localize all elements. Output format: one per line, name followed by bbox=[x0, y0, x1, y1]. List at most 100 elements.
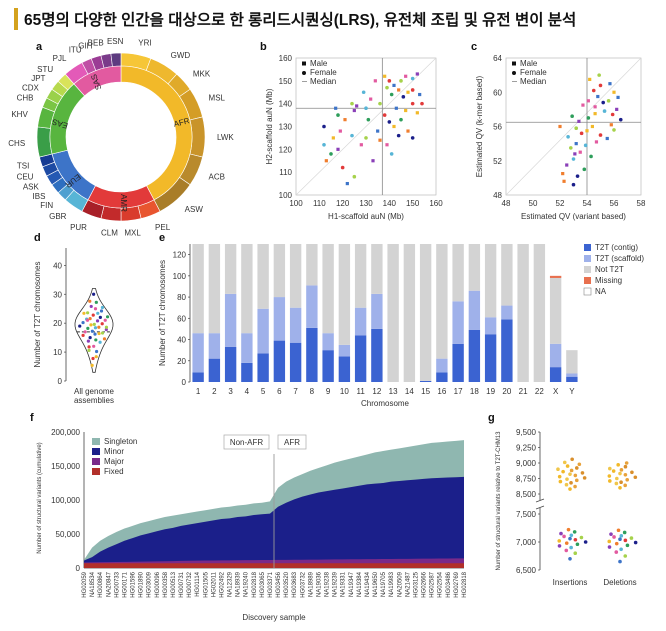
violin-d-point bbox=[89, 304, 93, 309]
swarm-g-xtick-deletions: Deletions bbox=[603, 578, 636, 587]
swarm-g-point-deletions bbox=[625, 477, 630, 482]
scatter-b-point bbox=[397, 88, 401, 92]
population-label-jpt: JPT bbox=[31, 74, 45, 83]
population-label-tsi: TSI bbox=[17, 162, 29, 171]
violin-d-point bbox=[85, 318, 90, 322]
swarm-g-point-deletions bbox=[607, 545, 612, 549]
population-label-chb: CHB bbox=[17, 94, 34, 103]
swarm-g-ytick-8500: 8,500 bbox=[516, 490, 537, 499]
scatter-c-point bbox=[571, 157, 576, 161]
violin-d-point bbox=[100, 305, 105, 310]
scatter-c-ytick-64: 64 bbox=[493, 54, 502, 63]
scatter-c-point bbox=[573, 152, 577, 156]
scatter-c-xtick-50: 50 bbox=[529, 199, 538, 208]
area-f-sample-label: HG00864 bbox=[98, 571, 104, 597]
scatter-b-point bbox=[369, 97, 373, 101]
scatter-c-point bbox=[606, 99, 611, 103]
area-f-xlabel: Discovery sample bbox=[242, 613, 306, 622]
bar-e-not-t2t-chr13 bbox=[387, 244, 399, 382]
swarm-g-point-insertions bbox=[577, 462, 582, 467]
area-f-sample-label: NA19384 bbox=[357, 571, 363, 597]
swarm-g-point-insertions bbox=[569, 533, 574, 538]
violin-d-ytick-40: 40 bbox=[53, 261, 62, 270]
scatter-c-point bbox=[588, 77, 592, 82]
swarm-g-point-deletions bbox=[633, 540, 638, 545]
bar-e-xtick-8: 8 bbox=[310, 387, 315, 396]
panel-label-b: b bbox=[260, 41, 267, 53]
area-f-sample-label: HG02587 bbox=[430, 571, 436, 597]
swarm-g-point-deletions bbox=[629, 536, 634, 540]
bar-e-ytick-60: 60 bbox=[177, 314, 186, 323]
scatter-b-point bbox=[404, 74, 408, 78]
swarm-g-point-insertions bbox=[562, 534, 566, 539]
bar-e-t2t-contig--chr1 bbox=[192, 372, 204, 382]
area-f-sample-label: HG00733 bbox=[114, 571, 120, 597]
violin-d-point bbox=[88, 316, 92, 321]
scatter-c-point bbox=[598, 133, 603, 137]
area-f-sample-label: HG00732 bbox=[187, 571, 193, 597]
scatter-c-legend-male: Male bbox=[520, 59, 538, 68]
violin-d-point bbox=[97, 331, 101, 336]
scatter-b-point bbox=[401, 95, 406, 99]
scatter-c-legend-female: Female bbox=[520, 68, 547, 77]
violin-d-point bbox=[96, 311, 100, 315]
title-accent-bar bbox=[14, 8, 18, 30]
scatter-c-point bbox=[586, 116, 591, 120]
swarm-g-point-deletions bbox=[623, 472, 628, 477]
scatter-c-point bbox=[582, 167, 587, 172]
scatter-b-point bbox=[361, 90, 366, 95]
swarm-g-point-insertions bbox=[583, 540, 588, 544]
scatter-c-point bbox=[615, 107, 619, 111]
area-f-sample-label: NA21487 bbox=[405, 571, 411, 597]
superpop-label-amr: AMR bbox=[119, 194, 128, 212]
swarm-g-point-insertions bbox=[573, 537, 578, 542]
bar-e-not-t2t-chr1 bbox=[192, 244, 204, 334]
scatter-b-point bbox=[352, 174, 357, 179]
scatter-b-ytick-110: 110 bbox=[279, 168, 292, 177]
violin-d-point bbox=[102, 337, 107, 341]
scatter-b-point bbox=[322, 124, 326, 129]
violin-d-point bbox=[92, 344, 96, 348]
scatter-b-point bbox=[324, 159, 328, 163]
population-label-gwd: GWD bbox=[171, 51, 191, 60]
bar-e-t2t-contig--chr10 bbox=[338, 356, 351, 382]
bar-e-t2t-contig--chr2 bbox=[208, 358, 221, 382]
scatter-b-ytick-100: 100 bbox=[279, 191, 293, 200]
scatter-c-ytick-48: 48 bbox=[493, 191, 502, 200]
swarm-g-point-insertions bbox=[582, 476, 587, 480]
violin-d-point bbox=[104, 325, 109, 329]
bar-e-not-t2t-chr15 bbox=[419, 244, 432, 381]
bar-e-t2t-scaffold--chr8 bbox=[306, 285, 318, 328]
population-label-ask: ASK bbox=[23, 183, 40, 192]
scatter-c-point bbox=[578, 150, 582, 154]
bar-e-xtick-11: 11 bbox=[356, 387, 365, 396]
bar-e-not-t2t-chr17 bbox=[452, 244, 464, 302]
swarm-g-point-deletions bbox=[618, 537, 622, 541]
scatter-b-point bbox=[392, 124, 396, 129]
bar-e-not-t2t-chr4 bbox=[241, 244, 253, 334]
area-f-annotation-box-nonafr bbox=[223, 434, 270, 450]
violin-d-point bbox=[94, 300, 98, 304]
swarm-g-ytick-7500: 7,500 bbox=[516, 510, 537, 519]
swarm-g-xtick-insertions: Insertions bbox=[553, 578, 588, 587]
area-f-sample-label: HG03371 bbox=[268, 571, 274, 597]
swarm-g-point-deletions bbox=[614, 481, 619, 486]
superpop-label-afr: AFR bbox=[173, 116, 191, 129]
swarm-g-ylabel: Number of structural variants relative t… bbox=[496, 431, 502, 571]
scatter-c-xlabel: Estimated QV (variant based) bbox=[521, 212, 626, 221]
area-f-sample-label: NA19331 bbox=[341, 571, 347, 597]
scatter-b-point bbox=[322, 142, 326, 147]
bar-e-not-t2t-chrY bbox=[566, 350, 578, 374]
bar-e-not-t2t-chr12 bbox=[371, 244, 383, 294]
scatter-c-point bbox=[585, 129, 589, 133]
swarm-g-point-insertions bbox=[574, 478, 579, 483]
panel-label-a: a bbox=[36, 41, 43, 53]
bar-e-ylabel: Number of T2T chromosomes bbox=[158, 260, 167, 366]
scatter-c-point bbox=[605, 136, 609, 141]
population-label-msl: MSL bbox=[209, 94, 226, 103]
scatter-b-ytick-150: 150 bbox=[279, 77, 293, 86]
scatter-b-xlabel: H1-scaffold auN (Mb) bbox=[328, 212, 404, 221]
scatter-b-point bbox=[410, 88, 415, 92]
area-f-sample-label: HG02818 bbox=[252, 571, 258, 597]
area-f-sample-label: NA19238 bbox=[325, 571, 331, 597]
